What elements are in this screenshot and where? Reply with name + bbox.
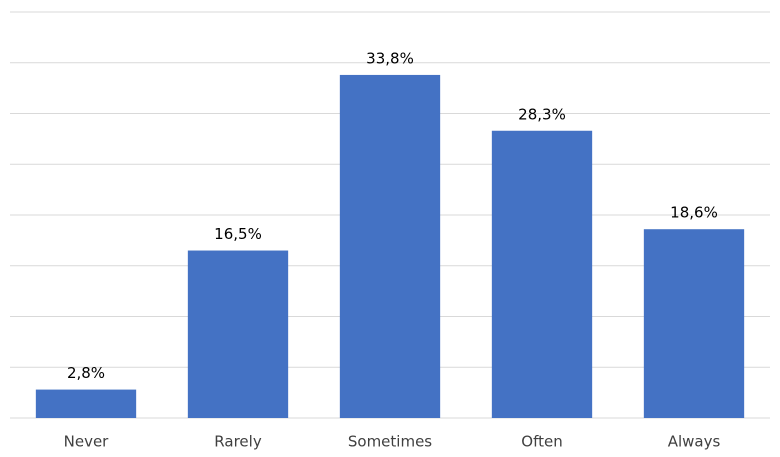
data-label: 16,5% bbox=[214, 225, 262, 243]
bar bbox=[339, 74, 441, 419]
x-tick-label: Often bbox=[521, 433, 562, 451]
data-label: 28,3% bbox=[518, 105, 566, 123]
x-tick-label: Never bbox=[64, 433, 110, 451]
x-tick-label: Sometimes bbox=[348, 433, 432, 451]
bar bbox=[35, 389, 137, 418]
data-label: 33,8% bbox=[366, 49, 414, 67]
x-tick-label: Always bbox=[668, 433, 721, 451]
data-label: 2,8% bbox=[67, 364, 105, 382]
bar bbox=[187, 250, 289, 418]
data-label: 18,6% bbox=[670, 204, 718, 222]
bar bbox=[643, 229, 745, 418]
x-tick-label: Rarely bbox=[214, 433, 262, 451]
bar bbox=[491, 130, 593, 418]
